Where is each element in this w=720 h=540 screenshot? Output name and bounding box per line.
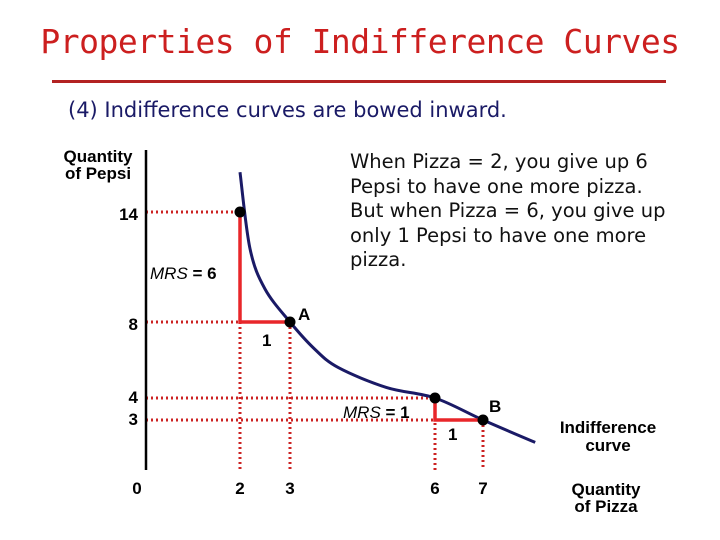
y-tick-4: 4 (129, 388, 139, 407)
page-title: Properties of Indifference Curves (40, 22, 680, 61)
x-axis-title-line-2: of Pizza (574, 497, 638, 516)
x-tick-3: 3 (285, 479, 294, 498)
y-axis-title-line-2: of Pepsi (65, 164, 131, 183)
x-tick-6: 6 (430, 479, 439, 498)
indifference-curve-line (238, 171, 536, 444)
curve-label-line-2: curve (585, 436, 630, 455)
mrs-label-1-value: = 6 (188, 264, 217, 283)
y-tick-14: 14 (119, 205, 138, 224)
x-tick-0: 0 (132, 479, 141, 498)
curve-point-3 (429, 392, 441, 404)
x-tick-2: 2 (235, 479, 244, 498)
point-label-b: B (489, 397, 501, 416)
y-axis-title-line-1: Quantity (64, 147, 133, 166)
mrs-label-1-prefix: MRS (150, 264, 188, 283)
curve-point-2 (284, 316, 296, 328)
x-axis-title-line-1: Quantity (572, 480, 641, 499)
curve-point-1 (234, 206, 246, 218)
mrs-run-label-1: 1 (262, 331, 271, 350)
curve-point-4 (477, 414, 489, 426)
mrs-step-2 (433, 398, 483, 422)
mrs-label-1: MRS = 6 (150, 264, 217, 283)
y-tick-3: 3 (129, 410, 138, 429)
y-tick-8: 8 (129, 315, 138, 334)
mrs-label-2: MRS = 1 (343, 403, 410, 422)
mrs-run-label-2: 1 (448, 425, 457, 444)
mrs-label-2-prefix: MRS (343, 403, 381, 422)
subtitle: (4) Indifference curves are bowed inward… (68, 98, 507, 122)
x-tick-7: 7 (478, 479, 487, 498)
curve-label-line-1: Indifference (560, 418, 656, 437)
explanation-note: When Pizza = 2, you give up 6 Pepsi to h… (350, 150, 666, 271)
title-underline (52, 80, 666, 83)
mrs-step-1 (238, 212, 290, 324)
mrs-label-2-value: = 1 (381, 403, 410, 422)
point-label-a: A (298, 305, 310, 324)
